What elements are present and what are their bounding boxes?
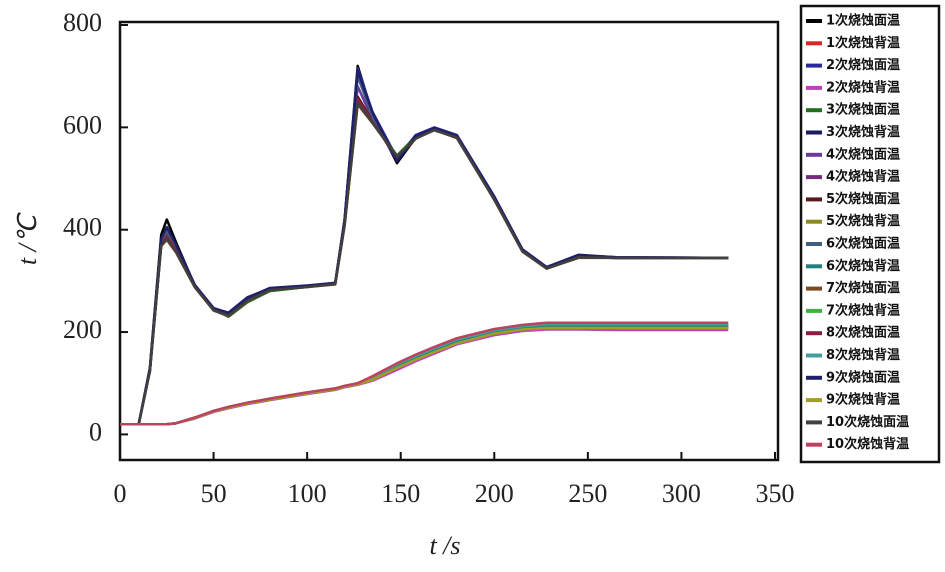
legend-label: 6次烧蚀面温 [826, 236, 900, 252]
series-line [120, 328, 729, 426]
legend-label: 8次烧蚀背温 [826, 347, 900, 363]
x-tick-label: 100 [288, 479, 327, 508]
y-tick-label: 600 [63, 110, 102, 139]
series-line [120, 327, 729, 426]
legend-label: 4次烧蚀背温 [826, 169, 900, 185]
series-line [120, 323, 729, 426]
series-line [120, 324, 729, 426]
series-line [120, 85, 729, 426]
series-line [120, 64, 729, 426]
series-line [120, 325, 729, 426]
y-tick-label: 400 [63, 213, 102, 242]
legend-label: 5次烧蚀背温 [826, 213, 900, 229]
legend-label: 4次烧蚀面温 [826, 146, 900, 162]
legend-label: 3次烧蚀背温 [826, 124, 900, 140]
legend-label: 9次烧蚀面温 [826, 369, 900, 385]
series-line [120, 97, 729, 426]
legend-label: 6次烧蚀背温 [826, 258, 900, 274]
legend-label: 7次烧蚀背温 [826, 302, 900, 318]
legend-label: 10次烧蚀面温 [826, 414, 909, 430]
legend-label: 9次烧蚀背温 [826, 392, 900, 408]
series-line [120, 69, 729, 426]
x-tick-label: 200 [475, 479, 514, 508]
y-tick-label: 0 [89, 417, 102, 446]
y-tick-label: 800 [63, 8, 102, 37]
plot-frame [118, 20, 780, 462]
legend-label: 2次烧蚀面温 [826, 57, 900, 73]
series-line [120, 100, 729, 426]
legend-label: 8次烧蚀面温 [826, 325, 900, 341]
legend-label: 2次烧蚀背温 [826, 79, 900, 95]
legend-label: 10次烧蚀背温 [826, 436, 909, 452]
series-line [120, 67, 729, 426]
x-tick-label: 350 [756, 479, 795, 508]
series-line [120, 103, 729, 426]
series-line [120, 323, 729, 426]
y-axis-label: t /℃ [13, 212, 42, 265]
x-tick-label: 250 [568, 479, 607, 508]
legend-label: 5次烧蚀面温 [826, 191, 900, 207]
series-line [120, 326, 729, 426]
series-line [120, 322, 729, 426]
series-line [120, 101, 729, 426]
x-tick-label: 150 [381, 479, 420, 508]
legend-label: 1次烧蚀背温 [826, 35, 900, 51]
x-axis-label: t /s [429, 531, 460, 560]
series-line [120, 321, 729, 426]
x-tick-label: 300 [662, 479, 701, 508]
legend-label: 1次烧蚀面温 [826, 13, 900, 29]
x-tick-label: 0 [114, 479, 127, 508]
x-tick-label: 50 [201, 479, 227, 508]
legend-label: 7次烧蚀面温 [826, 280, 900, 296]
legend-label: 3次烧蚀面温 [826, 102, 900, 118]
series-line [120, 95, 729, 426]
y-tick-label: 200 [63, 315, 102, 344]
series-line [120, 74, 729, 426]
series-line [120, 326, 729, 426]
legend-frame [799, 4, 941, 464]
